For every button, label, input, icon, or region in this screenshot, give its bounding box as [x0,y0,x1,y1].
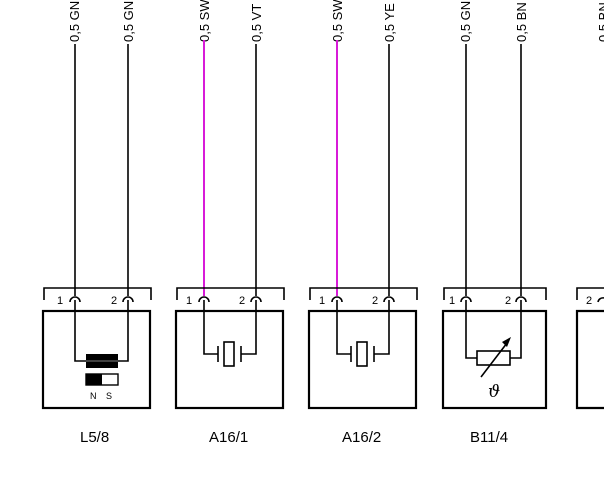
wire-label-a161-pin2: 0,5 VT [249,4,264,42]
connector-frame [309,287,418,300]
wire-label-a162-pin1: 0,5 SW [330,0,345,42]
wire-label-a162-pin2: 0,5 YE [382,3,397,42]
wire-label-b114-pin1: 0,5 GN [458,1,473,42]
thermistor-arrow-head [502,337,511,347]
component-partial: 2 [575,287,604,410]
wire-label-l58-pin1: 0,5 GN [67,1,82,42]
component-label: B11/4 [470,429,508,446]
thermistor-arrow-line [480,342,508,378]
component-a162: 1 2 A16/2 [307,287,418,446]
piezo-lead-left [336,300,351,355]
thermistor-lead-left [465,300,477,359]
piezo-crystal [223,341,235,367]
thermistor-symbol: ϑ [488,382,500,402]
wire-label-a161-pin1: 0,5 SW [197,0,212,42]
wire-label-l58-pin2: 0,5 GN [121,1,136,42]
connector-frame [43,287,152,300]
pin-label-1: 1 [186,295,192,307]
magnet-north-pole [86,374,102,385]
piezo-lead-left [203,300,218,355]
component-label: A16/1 [209,429,248,446]
pin-terminal-1 [331,296,343,303]
pin-label-2: 2 [111,295,117,307]
component-a161: 1 2 A16/1 [174,287,285,446]
piezo-lead-right [374,300,390,355]
component-l58: 1 2 N S L5/8 [41,287,152,446]
component-label: A16/2 [342,429,381,446]
magnet-north-label: N [90,391,97,401]
connector-frame [576,287,604,300]
pin-label-1: 1 [319,295,325,307]
component-label: L5/8 [80,429,109,446]
pin-label-2: 2 [372,295,378,307]
piezo-lead-right [241,300,257,355]
thermistor-lead-right [510,300,522,359]
pin-label-2: 2 [505,295,511,307]
magnet-bar-bottom [86,362,118,368]
wire-label-partial: 0,5 BN [596,2,604,42]
pin-terminal-partial [597,297,604,303]
pin-terminal-1 [460,296,472,303]
pin-label-2: 2 [586,295,592,307]
wire-label-b114-pin2: 0,5 BN [514,2,529,42]
magnet-south-label: S [106,391,112,401]
pin-label-1: 1 [449,295,455,307]
component-box [575,309,604,410]
piezo-crystal [356,341,368,367]
magnet-bar-top [86,354,118,360]
connector-frame [176,287,285,300]
component-box [174,309,285,410]
pin-terminal-1 [69,296,81,303]
connector-frame [443,287,547,300]
sensor-wiring [74,300,129,362]
pin-terminal-2 [122,296,134,303]
pin-terminal-2 [383,296,395,303]
component-b114: 1 2 ϑ B11/4 [441,287,548,446]
pin-terminal-2 [250,296,262,303]
component-box [307,309,418,410]
pin-label-2: 2 [239,295,245,307]
pin-label-1: 1 [57,295,63,307]
pin-terminal-1 [198,296,210,303]
pin-terminal-2 [515,296,527,303]
